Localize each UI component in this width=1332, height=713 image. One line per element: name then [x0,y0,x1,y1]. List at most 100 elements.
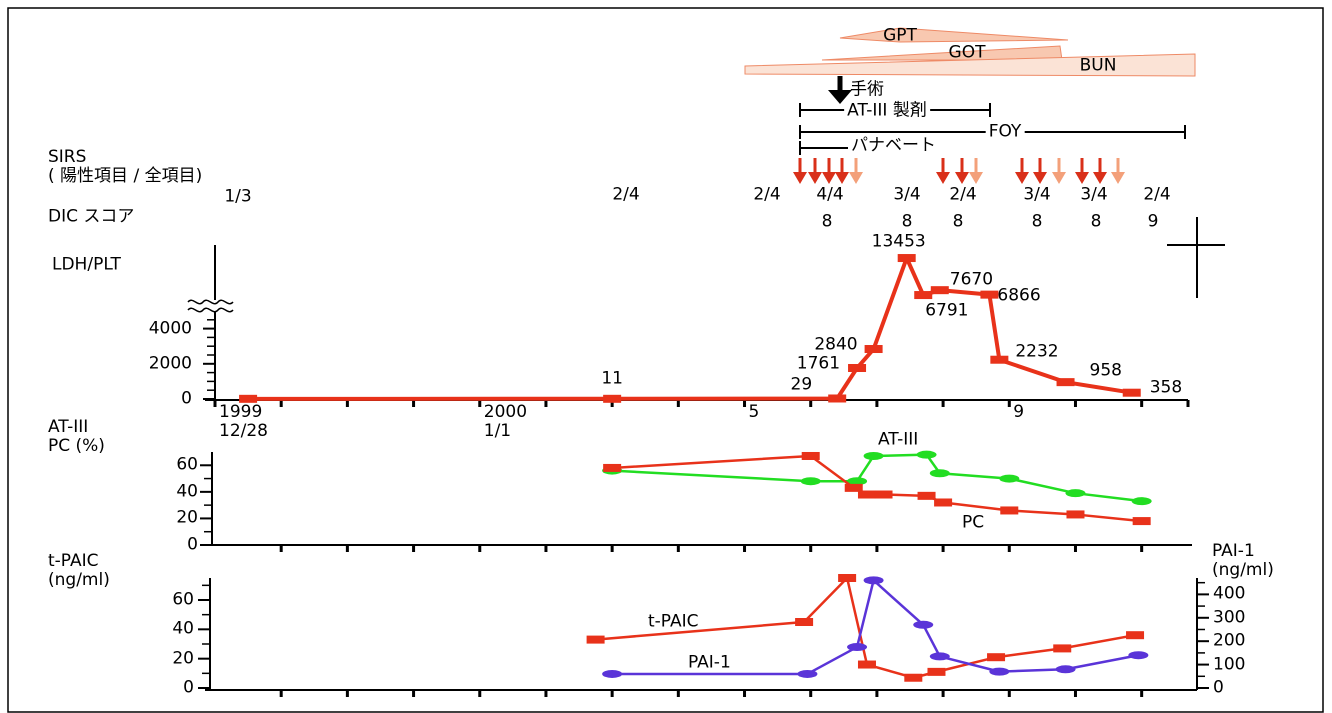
point [980,290,999,299]
dic-value: 8 [1031,211,1043,232]
y-tick-label: 100 [1213,654,1246,675]
sirs-value: 2/4 [612,184,640,205]
series-label: AT-III [878,429,919,450]
point [603,463,622,472]
got-trend [821,45,1063,61]
dose-arrow-head [835,172,849,184]
data-label: 958 [1089,360,1122,381]
dose-arrow-head [849,172,863,184]
x-tick-label: 2000 1/1 [483,402,528,441]
y-tick-label: 2000 [148,353,192,374]
data-label: 29 [790,374,813,395]
y-tick-label: 400 [1213,583,1246,604]
y-tick-label: 20 [176,507,198,528]
data-label: 6791 [925,300,969,321]
point [987,653,1006,662]
point [914,291,933,300]
point [904,673,923,682]
sirs-value: 2/4 [1143,184,1171,205]
dic-value: 8 [952,211,964,232]
point [930,286,949,295]
dose-arrow-head [793,172,807,184]
point [917,491,936,500]
dic-value: 8 [821,211,833,232]
point [847,477,868,486]
point [602,669,623,678]
sirs-label: SIRS ( 陽性項目 / 全項目) [48,147,203,186]
y-axis-label: AT-III PC (%) [48,417,105,456]
point [857,660,876,669]
dic-label: DIC スコア [48,206,135,227]
point [844,483,863,492]
enzyme-label: GOT [948,42,986,63]
dose-arrow-head [1075,172,1089,184]
dose-arrow-head [1015,172,1029,184]
point [989,667,1010,676]
point [874,490,893,499]
y-tick-label: 40 [176,481,198,502]
y-tick-label: 60 [176,454,198,475]
treatment-label: 手術 [850,79,884,100]
point [1065,489,1086,498]
point [990,355,1009,364]
data-label: 11 [601,368,623,389]
treatment-label: FOY [985,122,1025,142]
dose-arrow-head [1093,172,1107,184]
series-label: PC [962,512,985,533]
point [586,635,605,644]
y-tick-label: 20 [172,648,194,669]
point [1056,378,1075,387]
dic-value: 8 [901,211,913,232]
y-tick-label: 0 [187,534,198,555]
point [1000,506,1019,515]
point [1131,497,1152,506]
point [1066,510,1085,519]
point [828,394,847,403]
point [863,451,884,460]
y2-axis-label: PAI-1 (ng/ml) [1212,541,1274,580]
y-axis-label: t-PAIC (ng/ml) [48,551,110,590]
y-tick-label: 0 [181,388,192,409]
dose-arrow-head [936,172,950,184]
point [1122,388,1141,397]
sirs-value: 3/4 [893,184,921,205]
point [239,394,258,403]
sirs-value: 4/4 [816,184,844,205]
dose-arrow-head [1111,172,1125,184]
x-tick-label: 9 [1013,402,1025,422]
series-label: t-PAIC [648,611,699,632]
x-tick-label: 5 [748,402,760,422]
point [800,477,821,486]
y-tick-label: 0 [1213,677,1224,698]
y-tick-label: 4000 [148,318,192,339]
sirs-value: 3/4 [1023,184,1051,205]
y-tick-label: 200 [1213,630,1246,651]
dic-value: 9 [1147,211,1159,232]
series-line [248,256,1133,401]
y-tick-label: 300 [1213,607,1246,628]
point [929,652,950,661]
dose-arrow-head [822,172,836,184]
sirs-value: 3/4 [1080,184,1108,205]
point [999,474,1020,483]
series-line [612,454,1142,523]
dic-value: 8 [1090,211,1102,232]
point [795,618,814,626]
dose-arrow-head [955,172,969,184]
y-axis-label: LDH/PLT [52,254,121,275]
point [1132,517,1151,526]
point [848,364,867,373]
bun-trend [744,53,1196,77]
point [838,574,857,582]
point [847,643,868,652]
point [863,576,884,585]
scale-cross [1167,217,1225,298]
surgery-arrow-head [828,90,852,104]
data-label: 2840 [814,334,858,355]
sirs-value: 2/4 [753,184,781,205]
y-tick-label: 0 [183,677,194,698]
series-label: PAI-1 [688,652,731,673]
point [927,667,946,676]
data-label: 358 [1149,377,1183,398]
